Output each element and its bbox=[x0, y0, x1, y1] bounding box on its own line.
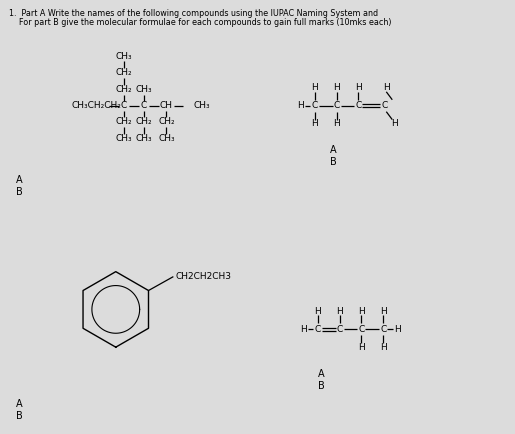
Text: CH₃: CH₃ bbox=[158, 134, 175, 143]
Text: CH: CH bbox=[160, 101, 173, 110]
Text: C: C bbox=[141, 101, 147, 110]
Text: CH₂: CH₂ bbox=[115, 69, 132, 77]
Text: CH2CH2CH3: CH2CH2CH3 bbox=[175, 272, 231, 281]
Text: H: H bbox=[333, 83, 340, 92]
Text: B: B bbox=[16, 411, 23, 421]
Text: H: H bbox=[358, 343, 365, 352]
Text: C: C bbox=[315, 325, 321, 334]
Text: B: B bbox=[330, 158, 336, 168]
Text: A: A bbox=[318, 369, 324, 379]
Text: CH₃CH₂CH₂: CH₃CH₂CH₂ bbox=[71, 101, 121, 110]
Text: CH₃: CH₃ bbox=[135, 134, 152, 143]
Text: CH₂: CH₂ bbox=[115, 85, 132, 94]
Text: H: H bbox=[358, 307, 365, 316]
Text: H: H bbox=[333, 119, 340, 128]
Text: C: C bbox=[312, 101, 318, 110]
Text: H: H bbox=[391, 119, 398, 128]
Text: H: H bbox=[311, 119, 318, 128]
Text: H: H bbox=[336, 307, 343, 316]
Text: C: C bbox=[121, 101, 127, 110]
Text: CH₃: CH₃ bbox=[115, 52, 132, 60]
Text: H: H bbox=[311, 83, 318, 92]
Text: C: C bbox=[358, 325, 365, 334]
Text: CH₂: CH₂ bbox=[158, 117, 175, 126]
Text: CH₃: CH₃ bbox=[135, 85, 152, 94]
Text: A: A bbox=[16, 175, 23, 185]
Text: CH₃: CH₃ bbox=[115, 134, 132, 143]
Text: C: C bbox=[380, 325, 386, 334]
Text: CH₂: CH₂ bbox=[135, 117, 152, 126]
Text: CH₂: CH₂ bbox=[115, 117, 132, 126]
Text: H: H bbox=[297, 101, 304, 110]
Text: B: B bbox=[16, 187, 23, 197]
Text: H: H bbox=[355, 83, 362, 92]
Text: C: C bbox=[381, 101, 387, 110]
Text: CH₃: CH₃ bbox=[193, 101, 210, 110]
Text: H: H bbox=[300, 325, 307, 334]
Text: C: C bbox=[333, 101, 340, 110]
Text: B: B bbox=[318, 381, 324, 391]
Text: A: A bbox=[330, 145, 336, 155]
Text: H: H bbox=[383, 83, 390, 92]
Text: C: C bbox=[336, 325, 342, 334]
Text: H: H bbox=[394, 325, 401, 334]
Text: H: H bbox=[314, 307, 321, 316]
Text: A: A bbox=[16, 399, 23, 409]
Text: C: C bbox=[355, 101, 362, 110]
Text: H: H bbox=[380, 343, 387, 352]
Text: 1.  Part A Write the names of the following compounds using the IUPAC Naming Sys: 1. Part A Write the names of the followi… bbox=[9, 10, 379, 18]
Text: For part B give the molecular formulae for each compounds to gain full marks (10: For part B give the molecular formulae f… bbox=[9, 18, 392, 27]
Text: H: H bbox=[380, 307, 387, 316]
